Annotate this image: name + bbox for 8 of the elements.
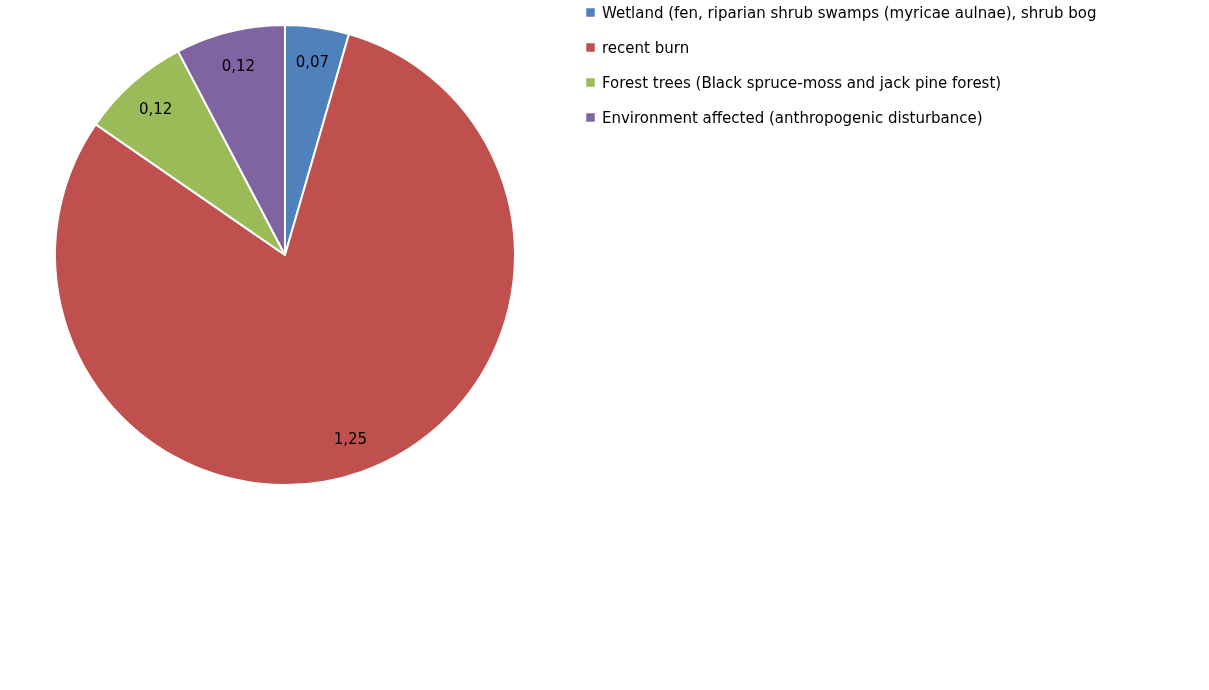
- data-label: 1,25: [333, 429, 368, 448]
- legend-label: Environment affected (anthropogenic disturbance): [602, 108, 983, 127]
- legend-label: Forest trees (Black spruce-moss and jack pine forest): [602, 73, 1002, 92]
- data-label: 0,12: [138, 100, 173, 119]
- legend-label: Wetland (fen, riparian shrub swamps (myricae aulnae), shrub bog: [602, 3, 1097, 22]
- legend-label: recent burn: [602, 38, 690, 57]
- data-label: 0,12: [221, 56, 256, 75]
- data-label: 0,07: [295, 52, 330, 71]
